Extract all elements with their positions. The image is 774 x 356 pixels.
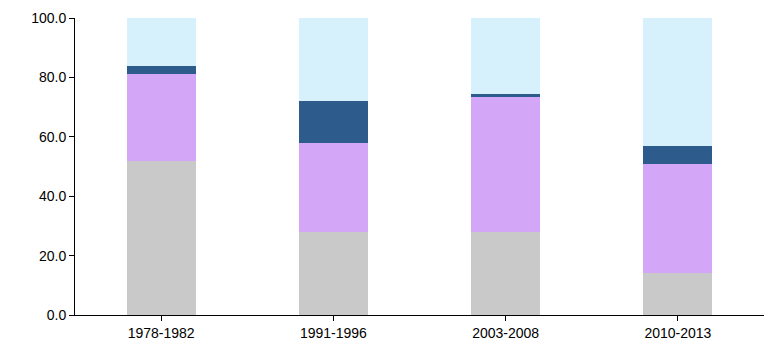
svg-text:20.0: 20.0 <box>39 248 66 264</box>
svg-text:40.0: 40.0 <box>39 188 66 204</box>
svg-text:1991-1996: 1991-1996 <box>300 325 367 341</box>
svg-text:2010-2013: 2010-2013 <box>644 325 711 341</box>
svg-text:1978-1982: 1978-1982 <box>128 325 195 341</box>
svg-text:80.0: 80.0 <box>39 69 66 85</box>
svg-text:100.0: 100.0 <box>31 10 66 26</box>
svg-text:0.0: 0.0 <box>47 307 67 323</box>
svg-text:2003-2008: 2003-2008 <box>472 325 539 341</box>
svg-text:60.0: 60.0 <box>39 129 66 145</box>
